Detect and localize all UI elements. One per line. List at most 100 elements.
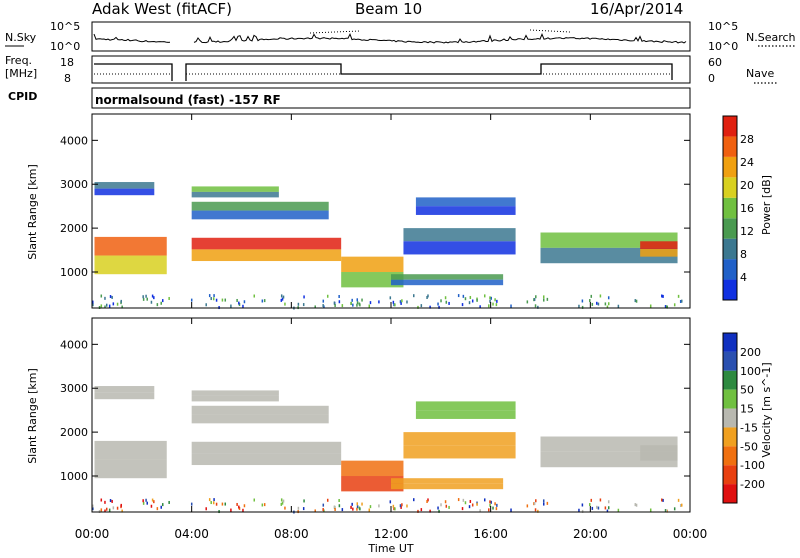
power-speckle — [426, 295, 428, 299]
velocity-colorbar-segment — [723, 333, 737, 352]
power-cell — [191, 186, 279, 192]
power-speckle — [483, 294, 486, 298]
power-cell — [94, 182, 155, 189]
power-speckle — [153, 296, 155, 300]
velocity-speckle — [535, 499, 537, 503]
velocity-cell — [191, 414, 329, 424]
velocity-speckle — [142, 501, 145, 505]
cpid-program: normalsound (fast) -157 RF — [95, 93, 281, 107]
velocity-colorbar-segment — [723, 484, 737, 503]
power-speckle — [461, 303, 464, 307]
power-colorbar-tick: 28 — [740, 133, 754, 146]
power-speckle — [476, 298, 478, 302]
power-speckle — [661, 294, 663, 298]
power-colorbar-segment — [723, 177, 737, 198]
power-speckle — [314, 305, 316, 309]
velocity-speckle — [542, 502, 545, 506]
power-speckle — [464, 297, 467, 301]
velocity-cell — [341, 476, 404, 492]
velocity-cell — [191, 453, 342, 466]
velocity-speckle — [338, 504, 341, 508]
velocity-colorbar-segment — [723, 465, 737, 485]
velocity-speckle — [635, 503, 638, 507]
power-colorbar-segment — [723, 136, 737, 157]
velocity-colorbar-segment — [723, 408, 737, 428]
y-tick-label: 3000 — [60, 178, 88, 191]
power-cell — [94, 255, 167, 275]
velocity-speckle — [205, 507, 207, 511]
velocity-speckle — [224, 502, 227, 506]
cpid-panel-frame — [91, 87, 691, 109]
power-speckle — [662, 294, 664, 298]
power-cell — [391, 279, 504, 286]
power-speckle — [284, 302, 286, 306]
power-colorbar-label: Power [dB] — [760, 175, 773, 235]
power-speckle — [280, 298, 283, 302]
velocity-colorbar-segment — [723, 446, 737, 466]
velocity-speckle — [662, 498, 664, 502]
velocity-speckle — [108, 508, 111, 512]
power-speckle — [606, 305, 609, 309]
velocity-speckle — [215, 502, 218, 506]
power-speckle — [121, 305, 123, 309]
power-colorbar-segment — [723, 218, 737, 239]
power-speckle — [535, 295, 537, 299]
power-speckle — [462, 294, 465, 298]
power-speckle — [369, 301, 372, 305]
station-title: Adak West (fitACF) — [92, 0, 232, 18]
y-tick-label: 4000 — [60, 134, 88, 147]
velocity-speckle — [496, 503, 498, 507]
power-speckle — [334, 303, 336, 307]
power-speckle — [168, 296, 170, 300]
power-speckle — [394, 303, 396, 307]
velocity-speckle — [334, 507, 336, 511]
velocity-speckle — [281, 501, 284, 505]
power-speckle — [488, 304, 490, 308]
power-speckle — [444, 296, 447, 300]
power-speckle — [445, 300, 448, 304]
power-speckle — [591, 302, 594, 306]
velocity-speckle — [100, 508, 103, 512]
velocity-cell — [640, 445, 678, 453]
velocity-speckle — [351, 502, 353, 506]
velocity-speckle — [142, 499, 144, 503]
velocity-colorbar-tick: -100 — [740, 459, 765, 472]
velocity-cell — [191, 405, 329, 415]
power-speckle — [537, 305, 539, 309]
velocity-speckle — [471, 503, 474, 507]
power-speckle — [361, 298, 363, 302]
velocity-speckle — [483, 498, 486, 502]
velocity-speckle — [679, 504, 682, 508]
velocity-speckle — [469, 499, 472, 503]
velocity-y-axis-label: Slant Range [km] — [26, 368, 39, 464]
y-tick-label: 4000 — [60, 338, 88, 351]
power-colorbar-tick: 4 — [740, 271, 747, 284]
velocity-speckle — [591, 506, 594, 510]
power-speckle — [457, 294, 460, 298]
velocity-speckle — [368, 508, 371, 512]
velocity-speckle — [589, 503, 591, 507]
velocity-speckle — [111, 499, 113, 503]
power-speckle — [111, 295, 113, 299]
velocity-speckle — [400, 505, 402, 509]
freq-label-top: Freq. — [5, 54, 32, 67]
velocity-speckle — [156, 507, 159, 511]
velocity-speckle — [492, 506, 494, 510]
velocity-speckle — [236, 502, 238, 506]
velocity-speckle — [604, 506, 607, 510]
velocity-cell — [191, 395, 279, 402]
power-speckle — [104, 296, 106, 300]
power-cell — [403, 228, 516, 242]
freq-trace — [94, 63, 673, 81]
x-axis-ticks: 00:00 04:00 08:00 12:00 16:00 20:00 00:00 — [75, 114, 707, 541]
noise-right-tick-top: 10^5 — [708, 20, 738, 33]
velocity-speckle — [208, 498, 211, 502]
velocity-speckle — [437, 506, 439, 510]
power-speckle — [242, 304, 244, 308]
velocity-speckle — [457, 498, 460, 502]
velocity-speckle — [427, 498, 429, 502]
power-speckle — [581, 299, 584, 303]
velocity-cell — [94, 459, 167, 479]
velocity-speckle — [445, 504, 448, 508]
